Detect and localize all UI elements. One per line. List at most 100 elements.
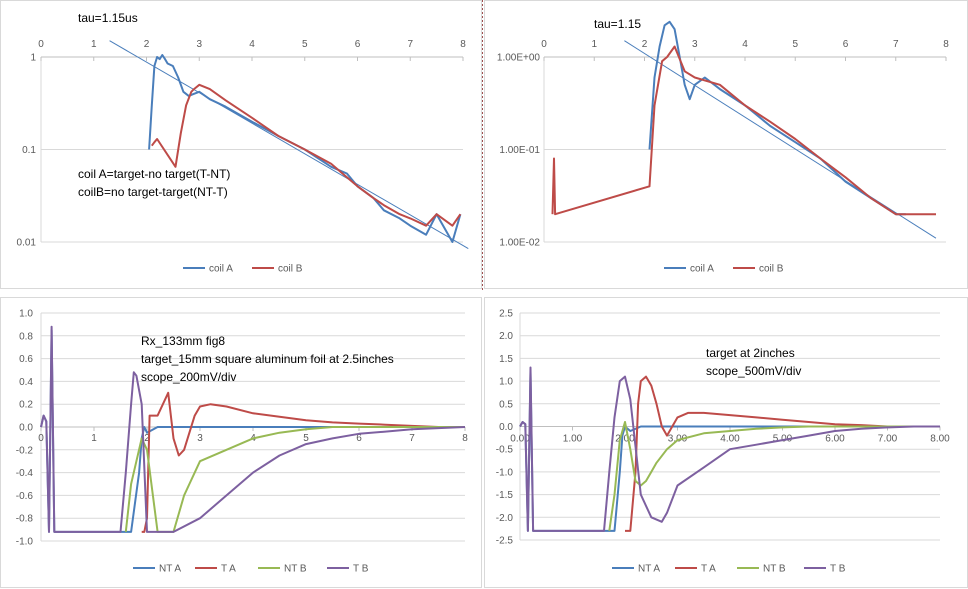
x-tick-label: 8: [943, 39, 949, 50]
x-tick-label: 2: [642, 39, 648, 50]
x-tick-label: 5: [303, 433, 309, 444]
y-tick-label: -0.5: [496, 445, 514, 456]
legend-entry: coil B: [278, 264, 303, 275]
y-tick-label: 0.8: [19, 331, 33, 342]
y-tick-label: -1.0: [16, 537, 34, 548]
annotation-text: coilB=no target-target(NT-T): [78, 185, 228, 199]
y-tick-label: 0.5: [499, 399, 513, 410]
y-tick-label: 0.0: [19, 423, 33, 434]
legend-entry: NT B: [763, 564, 786, 575]
y-tick-label: 1.00E+00: [497, 53, 541, 64]
series-line-t-a: [141, 391, 465, 533]
y-tick-label: 0.2: [19, 400, 33, 411]
x-tick-label: 2.00: [615, 434, 635, 445]
legend-entry: coil A: [690, 264, 714, 275]
y-tick-label: 1.0: [19, 309, 33, 320]
legend-entry: coil B: [759, 264, 784, 275]
y-tick-label: 0.01: [17, 238, 37, 249]
y-tick-label: 1: [30, 53, 36, 64]
x-tick-label: 2: [144, 39, 150, 50]
y-tick-label: 0.0: [499, 422, 513, 433]
series-line-coil-a: [648, 20, 906, 216]
x-tick-label: 5.00: [773, 434, 793, 445]
y-tick-label: 1.00E-01: [499, 145, 540, 156]
y-tick-label: 0.4: [19, 377, 33, 388]
series-line-coil-b: [150, 83, 462, 227]
series-line-coil-a: [148, 54, 462, 243]
legend-entry: T B: [353, 564, 369, 575]
y-tick-label: -0.2: [16, 445, 34, 456]
x-tick-label: 2: [144, 433, 150, 444]
y-tick-label: 0.1: [22, 145, 36, 156]
y-tick-label: -2.0: [496, 513, 514, 524]
y-tick-label: -2.5: [496, 536, 514, 547]
x-tick-label: 1: [91, 433, 97, 444]
y-tick-label: 2.5: [499, 309, 513, 320]
y-tick-label: 2.0: [499, 331, 513, 342]
y-tick-label: 1.5: [499, 354, 513, 365]
y-tick-label: 1.00E-02: [499, 238, 540, 249]
x-tick-label: 1: [591, 39, 597, 50]
x-tick-label: 0: [541, 39, 547, 50]
x-tick-label: 5: [792, 39, 798, 50]
annotation-text: scope_500mV/div: [706, 364, 801, 378]
y-tick-label: -0.6: [16, 491, 34, 502]
x-tick-label: 7: [893, 39, 899, 50]
x-tick-label: 8.00: [930, 434, 950, 445]
series-line-coil-b: [551, 45, 936, 216]
x-tick-label: 1: [91, 39, 97, 50]
x-tick-label: 3: [692, 39, 698, 50]
x-tick-label: 0.00: [510, 434, 530, 445]
x-tick-label: 3.00: [668, 434, 688, 445]
y-tick-label: -0.8: [16, 514, 34, 525]
legend-entry: T A: [221, 564, 236, 575]
x-tick-label: 7: [409, 433, 415, 444]
x-tick-label: 0: [38, 433, 44, 444]
chart-3: 1.0 0.8 0.6 0.4 0.2 0.0 -0.2 -0.4 -0.6 -0.8 -1.0 0 1…: [16, 309, 468, 575]
tau-fit-line: [624, 40, 937, 239]
annotation-text: Rx_133mm fig8: [141, 334, 225, 348]
y-tick-label: 0.6: [19, 354, 33, 365]
x-tick-label: 8: [462, 433, 468, 444]
legend-entry: coil A: [209, 264, 233, 275]
x-tick-label: 1.00: [563, 434, 583, 445]
x-tick-label: 3: [197, 433, 203, 444]
x-tick-label: 0: [38, 39, 44, 50]
x-tick-label: 4: [249, 39, 255, 50]
y-tick-label: 1.0: [499, 377, 513, 388]
annotation-text: tau=1.15: [594, 17, 641, 31]
legend-entry: NT B: [284, 564, 307, 575]
x-tick-label: 6: [843, 39, 849, 50]
tau-fit-line: [109, 40, 469, 249]
x-tick-label: 6.00: [825, 434, 845, 445]
annotation-text: scope_200mV/div: [141, 370, 236, 384]
x-tick-label: 6: [355, 39, 361, 50]
y-tick-label: -1.0: [496, 467, 514, 478]
legend-entry: T A: [701, 564, 716, 575]
x-tick-label: 7: [407, 39, 413, 50]
y-tick-label: -0.4: [16, 468, 34, 479]
y-tick-label: -1.5: [496, 490, 514, 501]
series-line-t-b: [519, 366, 940, 532]
x-tick-label: 6: [356, 433, 362, 444]
series-line-nt-b: [608, 421, 940, 532]
x-tick-label: 4: [742, 39, 748, 50]
legend-entry: NT A: [638, 564, 660, 575]
series-line-nt-b: [124, 426, 465, 533]
chart-2: 1.00E+00 1.00E-01 1.00E-02 0 1 2 3 4 5 6 7 8 coil A c…: [497, 17, 949, 275]
x-tick-label: 7.00: [878, 434, 898, 445]
series-line-t-b: [40, 325, 466, 533]
series-line-t-a: [625, 375, 940, 532]
panel-frame-top-left: [0, 0, 482, 289]
legend-entry: T B: [830, 564, 846, 575]
x-tick-label: 3: [196, 39, 202, 50]
panel-frame-top-right: [484, 0, 968, 289]
x-tick-label: 8: [460, 39, 466, 50]
panel-frame-bottom-right: [484, 297, 968, 588]
annotation-text: target_15mm square aluminum foil at 2.5i…: [141, 352, 394, 366]
chart-4: 2.5 2.0 1.5 1.0 0.5 0.0 -0.5 -1.0 -1.5 -2.0 -2.5 0.…: [496, 309, 950, 575]
annotation-text: coil A=target-no target(T-NT): [78, 167, 230, 181]
annotation-text: tau=1.15us: [78, 11, 138, 25]
